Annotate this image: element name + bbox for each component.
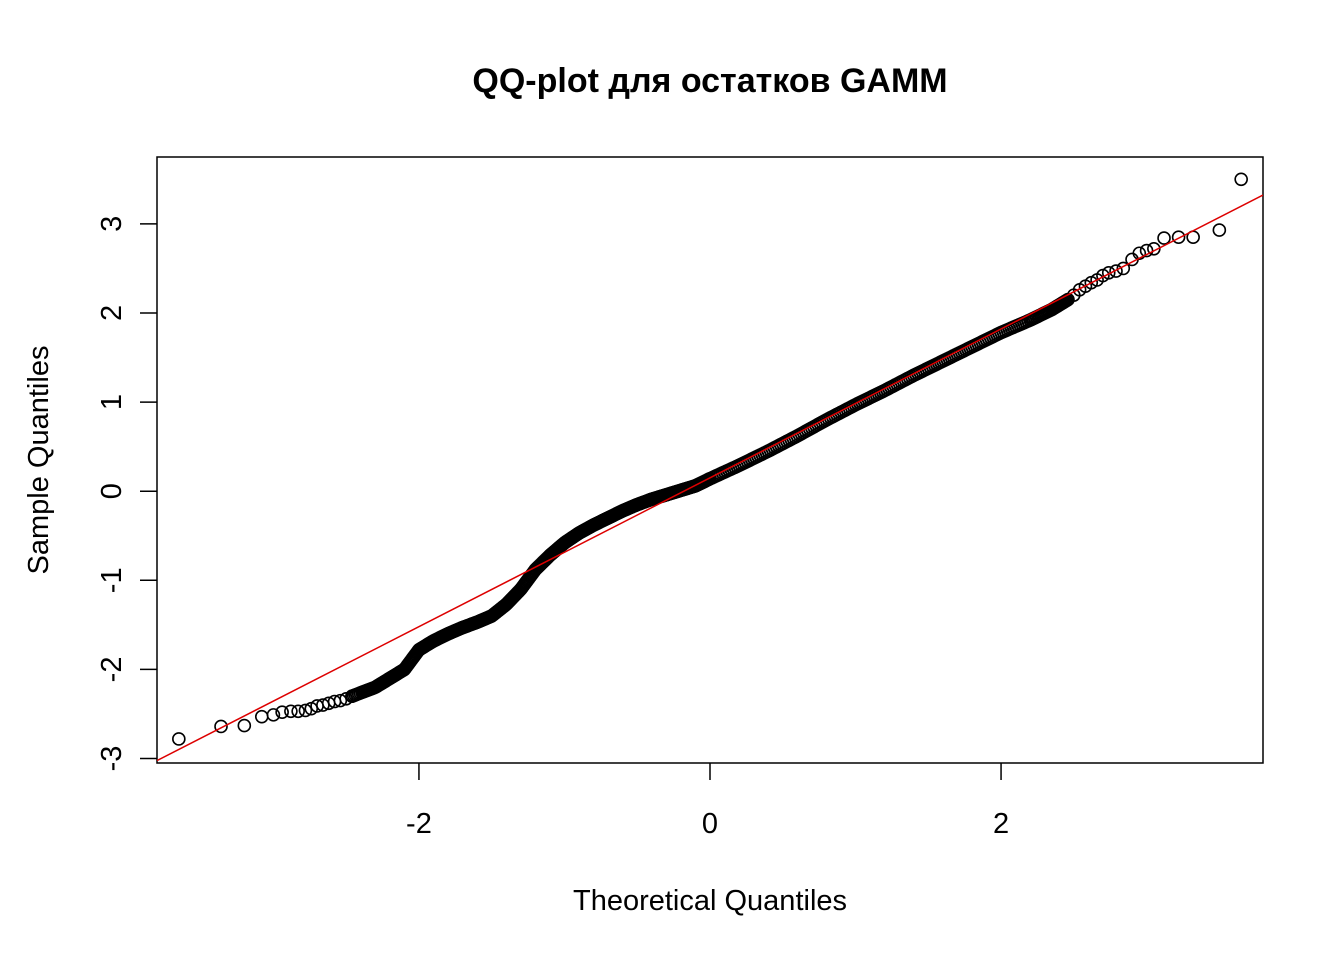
x-tick-label: -2 xyxy=(406,808,432,840)
data-point xyxy=(1212,223,1227,237)
x-axis-label: Theoretical Quantiles xyxy=(573,885,847,917)
data-point xyxy=(1234,172,1248,187)
data-point xyxy=(1171,230,1186,245)
data-point xyxy=(1101,266,1116,280)
y-tick-label: 1 xyxy=(96,394,128,410)
data-point xyxy=(345,689,359,703)
y-tick-label: -2 xyxy=(96,657,128,683)
chart-title: QQ-plot для остатков GAMM xyxy=(472,62,947,100)
y-tick-label: 0 xyxy=(96,483,128,499)
data-point xyxy=(1116,261,1131,276)
reference-line xyxy=(157,194,1263,762)
data-point xyxy=(1157,231,1171,245)
y-tick-label: 2 xyxy=(96,305,128,321)
plot-frame xyxy=(156,156,1264,764)
x-axis: -2 0 2 xyxy=(406,763,1009,840)
data-point xyxy=(333,693,348,708)
data-point xyxy=(266,708,281,722)
data-point xyxy=(275,705,289,720)
data-point xyxy=(214,719,228,734)
data-point xyxy=(1109,264,1123,278)
y-axis-label: Sample Quantiles xyxy=(23,346,55,575)
data-point xyxy=(298,703,313,718)
y-tick-label: -3 xyxy=(96,746,128,772)
data-point xyxy=(284,704,298,719)
data-point xyxy=(254,709,269,724)
x-tick-label: 0 xyxy=(702,808,718,840)
data-point xyxy=(1139,243,1154,258)
data-point xyxy=(1147,241,1161,256)
y-tick-label: 3 xyxy=(96,216,128,232)
data-point xyxy=(1132,246,1147,261)
y-axis: -3 -2 -1 0 1 2 3 xyxy=(96,216,157,772)
data-point xyxy=(291,704,305,719)
data-point xyxy=(172,732,186,746)
sample-points xyxy=(172,172,1248,746)
y-tick-label: -1 xyxy=(96,567,128,593)
x-tick-label: 2 xyxy=(993,808,1009,840)
data-point xyxy=(237,718,252,733)
